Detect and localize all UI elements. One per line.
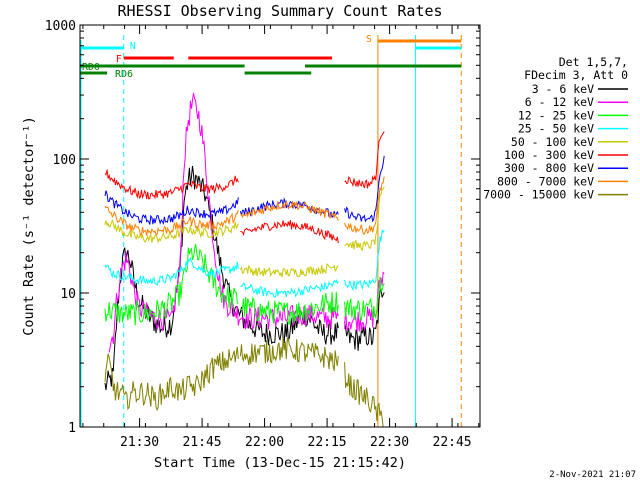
series-line-6-12-kev-0 bbox=[108, 92, 339, 353]
legend-label-300-800-kev: 300 - 800 keV bbox=[504, 161, 594, 175]
x-tick-label: 22:15 bbox=[308, 435, 347, 450]
x-tick-label: 22:45 bbox=[433, 435, 472, 450]
footer-date: 2-Nov-2021 21:07 bbox=[549, 470, 636, 480]
y-tick-label: 1 bbox=[68, 421, 76, 436]
series-line-12-25-kev-1 bbox=[240, 291, 339, 325]
series-line-800-7000-kev-1 bbox=[239, 199, 339, 221]
flag-label-s: S bbox=[366, 34, 372, 45]
flag-rd0: RD0 bbox=[80, 62, 462, 73]
legend-label-25-50-kev: 25 - 50 keV bbox=[518, 122, 594, 136]
flag-label-f: F bbox=[116, 54, 122, 65]
y-axis-label: Count Rate (s⁻¹ detector⁻¹) bbox=[21, 116, 37, 335]
background-lines bbox=[80, 35, 462, 427]
flag-label-rd0: RD0 bbox=[82, 62, 100, 73]
legend-label-3-6-kev: 3 - 6 keV bbox=[532, 82, 594, 96]
flag-label-n: N bbox=[130, 41, 136, 52]
series-7000-15000-kev bbox=[104, 337, 385, 428]
flag-label-rd6: RD6 bbox=[115, 69, 133, 80]
y-tick-label: 100 bbox=[53, 153, 76, 168]
x-tick-label: 21:45 bbox=[183, 435, 222, 450]
series-line-12-25-kev-0 bbox=[104, 243, 239, 326]
series-line-7000-15000-kev-1 bbox=[239, 337, 339, 371]
x-tick-label: 21:30 bbox=[120, 435, 159, 450]
series-line-50-100-kev-0 bbox=[104, 218, 239, 244]
legend-label-100-300-kev: 100 - 300 keV bbox=[504, 148, 594, 162]
series-line-7000-15000-kev-0 bbox=[104, 347, 239, 412]
flag-f: F bbox=[116, 54, 333, 65]
x-tick-label: 22:00 bbox=[245, 435, 284, 450]
series-line-100-300-kev-1 bbox=[240, 220, 339, 244]
legend-label-6-12-kev: 6 - 12 keV bbox=[525, 95, 594, 109]
legend-header-line: FDecim 3, Att 0 bbox=[524, 68, 628, 82]
series-line-100-300-kev-0 bbox=[104, 169, 239, 200]
x-tick-label: 22:30 bbox=[370, 435, 409, 450]
plot-frame bbox=[79, 24, 481, 428]
y-tick-label: 10 bbox=[60, 287, 76, 302]
series-line-3-6-kev-1 bbox=[344, 288, 385, 351]
series-line-50-100-kev-2 bbox=[344, 186, 385, 252]
series-line-50-100-kev-1 bbox=[239, 263, 339, 278]
series-800-7000-kev bbox=[104, 176, 385, 236]
flag-n: N bbox=[80, 41, 462, 52]
series-line-100-300-kev-2 bbox=[344, 131, 385, 189]
series-line-25-50-kev-1 bbox=[240, 279, 339, 299]
flag-s: S bbox=[366, 34, 462, 45]
series-line-300-800-kev-2 bbox=[344, 155, 385, 223]
series-25-50-kev bbox=[104, 228, 385, 299]
x-axis-label: Start Time (13-Dec-15 21:15:42) bbox=[154, 455, 406, 471]
series-line-12-25-kev-2 bbox=[344, 276, 385, 322]
y-tick-label: 1000 bbox=[45, 19, 76, 34]
series-300-800-kev bbox=[104, 155, 385, 225]
flag-bars: NF S RD0 RD6 bbox=[80, 34, 462, 80]
series-12-25-kev bbox=[104, 243, 385, 326]
legend-label-7000-15000-kev: 7000 - 15000 keV bbox=[483, 188, 594, 202]
legend-label-800-7000-kev: 800 - 7000 keV bbox=[497, 174, 594, 188]
flag-rd6: RD6 bbox=[80, 69, 312, 80]
axes: 1 10 100 1000 21:30 21:45 22:00 22:15 22:30 22:45 bbox=[45, 19, 480, 450]
legend-label-12-25-kev: 12 - 25 keV bbox=[518, 108, 594, 122]
series-50-100-kev bbox=[104, 186, 385, 278]
legend-header-line: Det 1,5,7, bbox=[559, 55, 628, 69]
series-line-7000-15000-kev-2 bbox=[344, 362, 385, 428]
legend-label-50-100-kev: 50 - 100 keV bbox=[511, 135, 594, 149]
series-line-25-50-kev-2 bbox=[344, 228, 385, 292]
series-line-25-50-kev-0 bbox=[104, 256, 239, 286]
chart-title: RHESSI Observing Summary Count Rates bbox=[117, 2, 442, 20]
series-line-800-7000-kev-0 bbox=[104, 205, 239, 236]
series-100-300-kev bbox=[104, 131, 385, 244]
series-line-800-7000-kev-2 bbox=[344, 176, 385, 235]
series-line-300-800-kev-0 bbox=[104, 190, 239, 225]
series-layer bbox=[104, 92, 385, 428]
